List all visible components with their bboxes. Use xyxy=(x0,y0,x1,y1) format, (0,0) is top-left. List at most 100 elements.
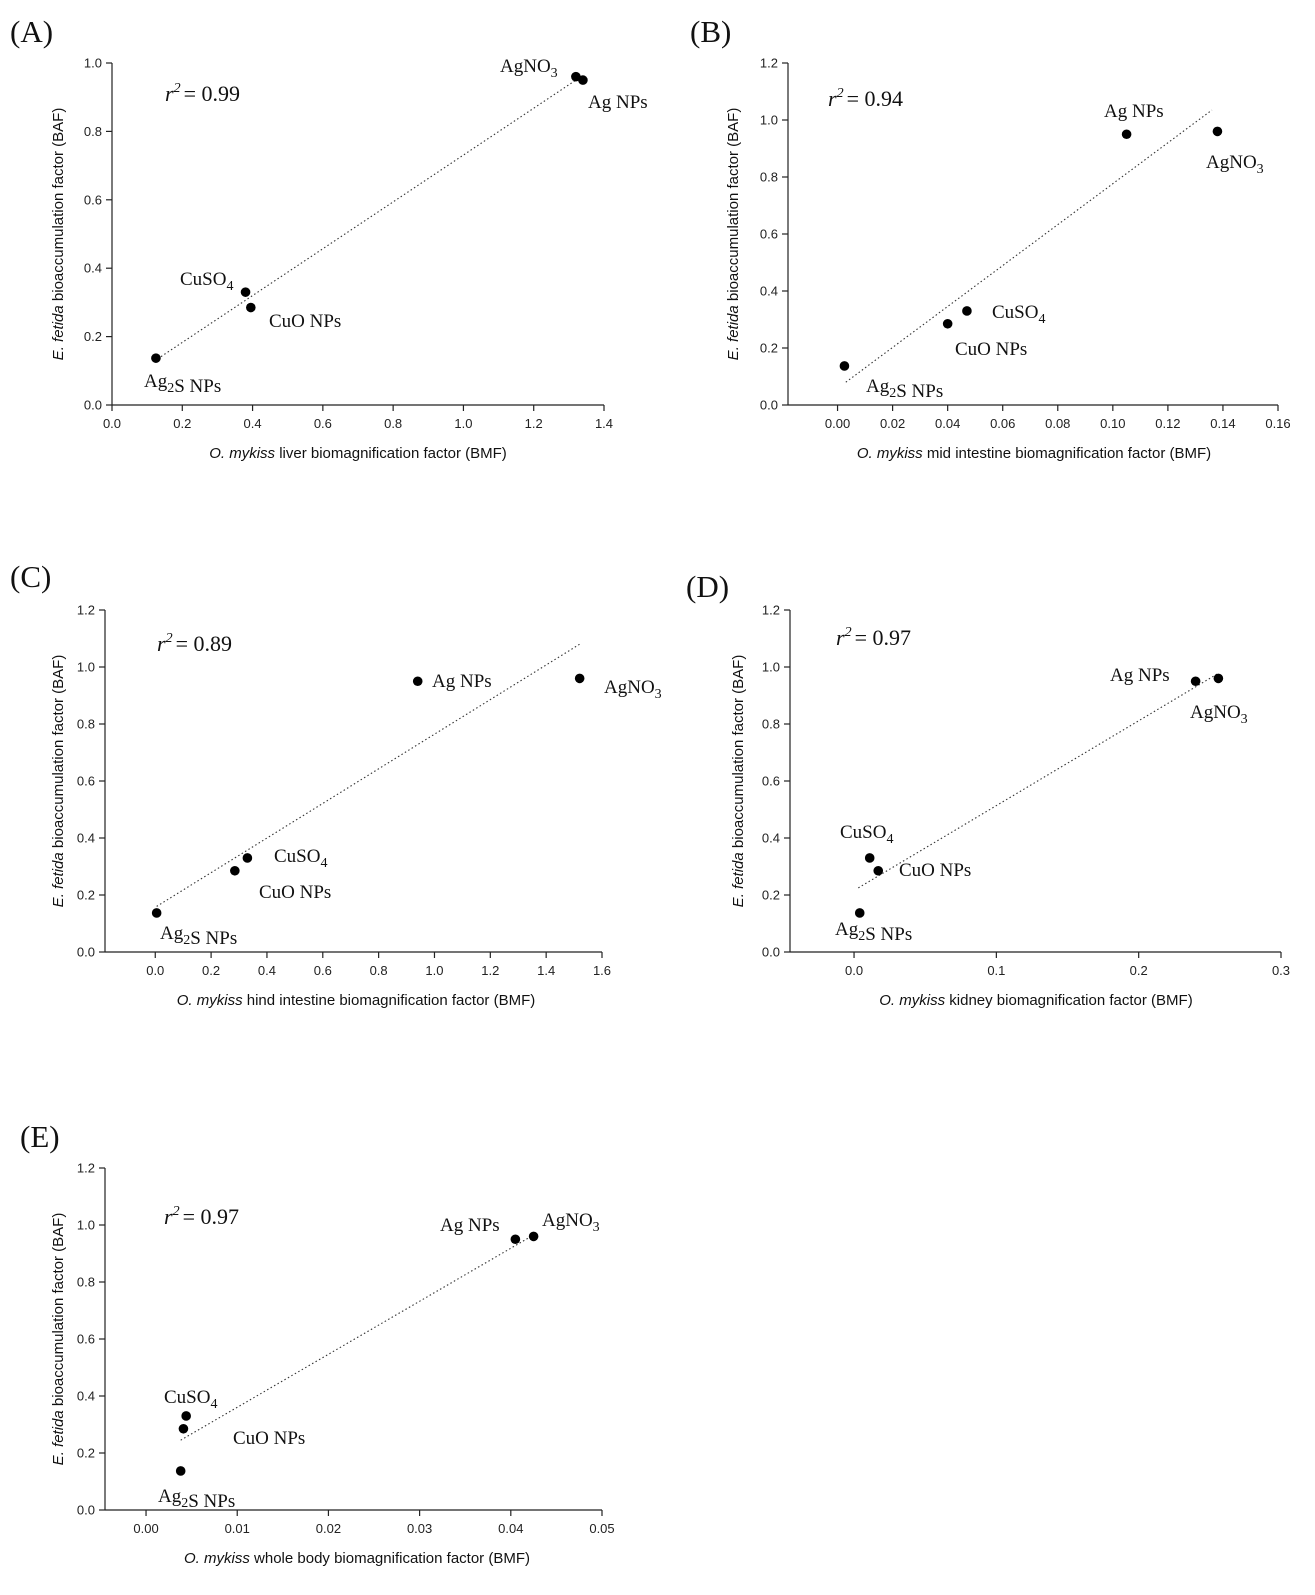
data-point-agno3 xyxy=(574,673,585,684)
y-axis-label-species: E. fetida xyxy=(730,852,747,907)
r-squared-symbol: r xyxy=(165,81,174,106)
x-axis-label-species: O. mykiss xyxy=(184,1550,250,1567)
y-tick-label: 1.2 xyxy=(77,1161,95,1176)
x-axis-label-text: mid intestine biomagnification factor (B… xyxy=(923,445,1211,462)
data-point-ag2s-nps xyxy=(854,908,865,918)
data-label-ag2s-nps: Ag2S NPs xyxy=(866,376,943,402)
y-axis-label-text: bioaccumulation factor (BAF) xyxy=(730,655,747,853)
trend-line xyxy=(156,643,580,907)
y-tick-label: 1.2 xyxy=(762,603,780,618)
data-point-ag2s-nps xyxy=(151,908,162,918)
data-label-cuo-nps: CuO NPs xyxy=(269,311,341,332)
x-tick-label: 0.14 xyxy=(1210,416,1235,431)
y-axis-label: E. fetida bioaccumulation factor (BAF) xyxy=(50,1213,67,1466)
y-axis-label-text: bioaccumulation factor (BAF) xyxy=(50,1213,67,1411)
x-tick-label: 0.0 xyxy=(146,963,164,978)
y-tick-label: 0.4 xyxy=(84,261,102,276)
r-squared-value: = 0.99 xyxy=(184,81,240,106)
y-tick-label: 0.0 xyxy=(762,945,780,960)
r-squared-symbol: r xyxy=(157,631,166,656)
data-label-ag-nps: Ag NPs xyxy=(1110,665,1170,686)
data-label-cuso4: CuSO4 xyxy=(992,302,1045,327)
data-point-cuso4 xyxy=(864,853,875,863)
y-tick-label: 1.2 xyxy=(77,603,95,618)
x-axis-label-species: O. mykiss xyxy=(177,992,243,1009)
data-label-cuo-nps: CuO NPs xyxy=(899,860,971,881)
r-squared-annotation: r2 = 0.89 xyxy=(157,631,232,656)
y-tick-label: 1.0 xyxy=(762,660,780,675)
y-tick-label: 1.0 xyxy=(760,113,778,128)
data-label-agno3: AgNO3 xyxy=(500,56,558,81)
panel-letter: (D) xyxy=(686,569,729,604)
panel-b: (B) 0.0 0.2 0.4 0.6 0.8 1.0 1.2 0.00 0.02 0.04 0.06… xyxy=(690,14,1291,462)
x-tick-label: 1.0 xyxy=(454,416,472,431)
y-tick-label: 0.4 xyxy=(77,1389,95,1404)
data-point-cuso4 xyxy=(242,853,253,863)
x-tick-label: 0.4 xyxy=(244,416,262,431)
data-point-cuso4 xyxy=(181,1411,191,1421)
x-tick-label: 0.0 xyxy=(845,963,863,978)
x-tick-label: 1.2 xyxy=(525,416,543,431)
data-point-agno3 xyxy=(1212,126,1223,137)
x-tick-label: 0.00 xyxy=(825,416,850,431)
y-tick-label: 0.6 xyxy=(77,1332,95,1347)
x-axis-label-text: hind intestine biomagnification factor (… xyxy=(243,992,536,1009)
x-tick-label: 0.08 xyxy=(1045,416,1070,431)
r-squared-exponent: 2 xyxy=(173,1204,180,1219)
data-point-cuo-nps xyxy=(178,1423,189,1434)
r-squared-value: = 0.89 xyxy=(176,631,232,656)
y-tick-label: 1.0 xyxy=(77,1218,95,1233)
x-axis-label-text: whole body biomagnification factor (BMF) xyxy=(250,1550,530,1567)
data-label-cuso4: CuSO4 xyxy=(180,269,233,294)
x-tick-label: 0.16 xyxy=(1265,416,1290,431)
panel-d: (D) 0.0 0.2 0.4 0.6 0.8 1.0 1.2 0.0 0.1 0.2 0.3 O. m… xyxy=(686,569,1290,1009)
y-tick-label: 0.2 xyxy=(77,1446,95,1461)
data-label-ag-nps: Ag NPs xyxy=(440,1215,500,1236)
y-tick-label: 0.2 xyxy=(762,888,780,903)
y-tick-label: 0.6 xyxy=(760,227,778,242)
x-tick-label: 0.05 xyxy=(589,1521,614,1536)
data-point-ag-nps xyxy=(510,1234,521,1245)
x-axis-label-species: O. mykiss xyxy=(879,992,945,1009)
x-axis-label-text: kidney biomagnification factor (BMF) xyxy=(945,992,1193,1009)
data-label-ag2s-nps: Ag2S NPs xyxy=(158,1486,235,1512)
y-axis-label-text: bioaccumulation factor (BAF) xyxy=(50,655,67,853)
data-label-ag-nps: Ag NPs xyxy=(1104,101,1164,122)
data-label-agno3: AgNO3 xyxy=(1206,152,1264,177)
x-tick-label: 0.2 xyxy=(202,963,220,978)
y-tick-label: 0.8 xyxy=(760,170,778,185)
y-tick-label: 0.2 xyxy=(77,888,95,903)
r-squared-symbol: r xyxy=(828,86,837,111)
data-label-cuo-nps: CuO NPs xyxy=(233,1428,305,1449)
data-point-ag2s-nps xyxy=(839,361,850,371)
data-point-cuo-nps xyxy=(230,865,240,876)
r-squared-exponent: 2 xyxy=(174,81,181,96)
x-axis-label-text: liver biomagnification factor (BMF) xyxy=(275,445,507,462)
data-label-ag-nps: Ag NPs xyxy=(432,671,492,692)
r-squared-symbol: r xyxy=(164,1204,173,1229)
data-point-cuso4 xyxy=(240,287,251,297)
y-tick-label: 0.4 xyxy=(760,284,778,299)
r-squared-value: = 0.97 xyxy=(183,1204,239,1229)
data-point-ag2s-nps xyxy=(151,353,161,363)
y-tick-label: 0.0 xyxy=(77,945,95,960)
y-tick-label: 0.6 xyxy=(762,774,780,789)
x-axis-label: O. mykiss kidney biomagnification factor… xyxy=(879,992,1192,1009)
data-label-ag2s-nps: Ag2S NPs xyxy=(835,919,912,945)
y-tick-label: 0.2 xyxy=(84,329,102,344)
y-tick-label: 0.8 xyxy=(77,1275,95,1290)
data-point-ag-nps xyxy=(1190,676,1201,687)
x-tick-label: 0.02 xyxy=(316,1521,341,1536)
trend-line xyxy=(180,1234,534,1441)
y-axis-label: E. fetida bioaccumulation factor (BAF) xyxy=(50,655,67,908)
data-point-cuo-nps xyxy=(873,865,884,876)
r-squared-value: = 0.97 xyxy=(855,625,911,650)
y-axis-label-species: E. fetida xyxy=(50,305,67,360)
r-squared-exponent: 2 xyxy=(166,631,173,646)
r-squared-exponent: 2 xyxy=(845,625,852,640)
data-point-ag-nps xyxy=(1121,129,1132,140)
r-squared-annotation: r2 = 0.97 xyxy=(164,1204,239,1229)
data-point-ag-nps xyxy=(578,75,588,85)
y-tick-label: 1.2 xyxy=(760,56,778,71)
